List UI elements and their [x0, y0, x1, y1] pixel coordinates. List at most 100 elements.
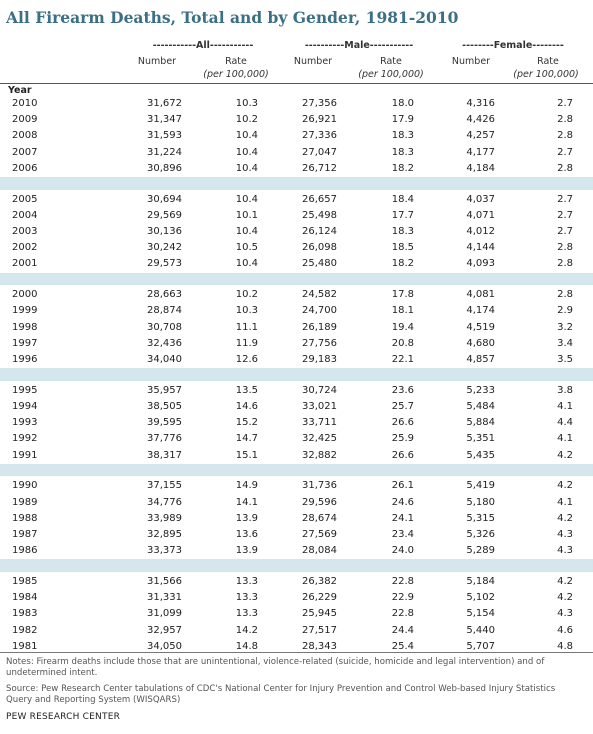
cell-male-rate: 18.3: [391, 226, 414, 237]
cell-male-rate: 25.7: [391, 401, 414, 412]
table-row: 1981 34,050 14.8 28,343 25.4 5,707 4.8: [0, 639, 593, 655]
cell-female-rate: 2.7: [557, 193, 573, 205]
cell-all-number: 37,776: [147, 433, 182, 445]
cell-all-rate: 14.9: [235, 480, 258, 492]
cell-all-number: 34,050: [147, 640, 182, 652]
table-row: 2003 30,136 10.4 26,124 18.3 4,012 2.7: [0, 224, 593, 240]
cell-female-rate: 4.4: [557, 417, 573, 429]
cell-female-number: 4,519: [466, 321, 495, 333]
col-female-number: Number: [451, 56, 491, 67]
table-row: 1999 28,874 10.3 24,700 18.1 4,174 2.9: [0, 303, 593, 319]
cell-female-number: 5,184: [466, 576, 495, 587]
cell-female-rate: 4.1: [557, 401, 573, 412]
table-row: 1989 34,776 14.1 29,596 24.6 5,180 4.1: [0, 495, 593, 511]
table-row: 1990 37,155 14.9 31,736 26.1 5,419 4.2: [0, 478, 593, 494]
cell-year: 2004: [12, 209, 38, 221]
cell-year: 1997: [12, 337, 38, 349]
cell-female-number: 5,102: [466, 592, 495, 604]
table-row: 2010 31,672 10.3 27,356 18.0 4,316 2.7: [0, 96, 593, 112]
col-all-rate-unit: (per 100,000): [203, 69, 269, 80]
block-separator-band: [0, 272, 593, 286]
table-row: 2004 29,569 10.1 25,498 17.7 4,071 2.7: [0, 208, 593, 224]
cell-all-rate: 13.9: [235, 512, 258, 524]
cell-all-number: 30,708: [147, 321, 182, 333]
cell-year: 1989: [12, 496, 38, 508]
cell-female-number: 4,093: [466, 258, 495, 270]
cell-year: 1996: [12, 354, 38, 365]
cell-male-rate: 18.3: [391, 146, 414, 158]
cell-year: 1983: [12, 608, 38, 620]
table-row: 2002 30,242 10.5 26,098 18.5 4,144 2.8: [0, 240, 593, 256]
page-title: All Firearm Deaths, Total and by Gender,…: [6, 8, 459, 27]
cell-year: 1995: [12, 384, 38, 396]
table-notes: Notes: Firearm deaths include those that…: [6, 657, 545, 678]
cell-male-rate: 20.8: [391, 337, 414, 349]
cell-all-number: 32,957: [147, 624, 182, 636]
cell-all-number: 29,569: [147, 209, 182, 221]
table-row: 1995 35,957 13.5 30,724 23.6 5,233 3.8: [0, 383, 593, 399]
table-row: 1983 31,099 13.3 25,945 22.8 5,154 4.3: [0, 606, 593, 622]
cell-male-number: 29,596: [302, 496, 337, 508]
cell-female-number: 5,351: [466, 433, 495, 445]
cell-male-number: 32,425: [302, 433, 337, 445]
cell-male-number: 27,569: [302, 529, 337, 540]
col-male-rate: Rate: [380, 56, 402, 67]
block-separator-band: [0, 368, 593, 381]
cell-female-rate: 4.2: [557, 592, 573, 604]
cell-female-rate: 4.1: [557, 433, 573, 445]
cell-all-number: 31,099: [147, 608, 182, 620]
cell-male-number: 26,712: [302, 162, 337, 174]
cell-female-rate: 4.3: [557, 545, 573, 557]
cell-female-rate: 3.5: [557, 354, 573, 365]
cell-female-rate: 2.8: [557, 289, 573, 301]
cell-year: 2002: [12, 242, 38, 254]
cell-all-number: 32,895: [147, 529, 182, 540]
cell-female-number: 5,180: [466, 496, 495, 508]
table-row: 1985 31,566 13.3 26,382 22.8 5,184 4.2: [0, 574, 593, 590]
cell-female-number: 4,426: [466, 114, 495, 126]
col-year: Year: [8, 85, 32, 96]
cell-female-number: 5,707: [466, 640, 495, 652]
cell-year: 1998: [12, 321, 38, 333]
cell-all-number: 37,155: [147, 480, 182, 492]
cell-year: 1994: [12, 401, 38, 412]
cell-male-rate: 24.1: [391, 512, 414, 524]
block-separator-band: [0, 559, 593, 572]
cell-female-number: 5,440: [466, 624, 495, 636]
cell-year: 1993: [12, 417, 38, 429]
cell-all-number: 39,595: [147, 417, 182, 429]
table-row: 2007 31,224 10.4 27,047 18.3 4,177 2.7: [0, 145, 593, 161]
table-row: 1984 31,331 13.3 26,229 22.9 5,102 4.2: [0, 590, 593, 606]
cell-all-rate: 10.4: [235, 146, 258, 158]
cell-female-number: 4,184: [466, 162, 495, 174]
cell-male-rate: 22.8: [391, 608, 414, 620]
cell-year: 2008: [12, 130, 38, 142]
table-row: 1994 38,505 14.6 33,021 25.7 5,484 4.1: [0, 399, 593, 415]
cell-year: 1986: [12, 545, 38, 557]
cell-male-rate: 24.0: [391, 545, 414, 557]
cell-all-rate: 10.2: [235, 114, 258, 126]
cell-male-rate: 18.5: [391, 242, 414, 254]
table-row: 2005 30,694 10.4 26,657 18.4 4,037 2.7: [0, 192, 593, 208]
cell-female-rate: 2.8: [557, 130, 573, 142]
org-credit: PEW RESEARCH CENTER: [6, 712, 121, 722]
cell-female-rate: 4.2: [557, 576, 573, 587]
cell-female-rate: 4.3: [557, 608, 573, 620]
cell-year: 1991: [12, 449, 38, 461]
cell-female-rate: 2.8: [557, 258, 573, 270]
table-row: 1996 34,040 12.6 29,183 22.1 4,857 3.5: [0, 352, 593, 368]
cell-all-rate: 14.1: [235, 496, 258, 508]
cell-male-number: 25,480: [302, 258, 337, 270]
cell-female-number: 4,177: [466, 146, 495, 158]
cell-year: 2007: [12, 146, 38, 158]
cell-male-number: 32,882: [302, 449, 337, 461]
cell-male-rate: 18.0: [391, 98, 414, 109]
cell-all-number: 31,672: [147, 98, 182, 109]
cell-male-rate: 22.9: [391, 592, 414, 604]
group-header-all: -----------All-----------: [152, 40, 254, 51]
cell-male-number: 25,945: [302, 608, 337, 620]
cell-all-number: 38,317: [147, 449, 182, 461]
cell-all-rate: 11.9: [235, 337, 258, 349]
cell-female-number: 5,419: [466, 480, 495, 492]
cell-male-rate: 18.3: [391, 130, 414, 142]
